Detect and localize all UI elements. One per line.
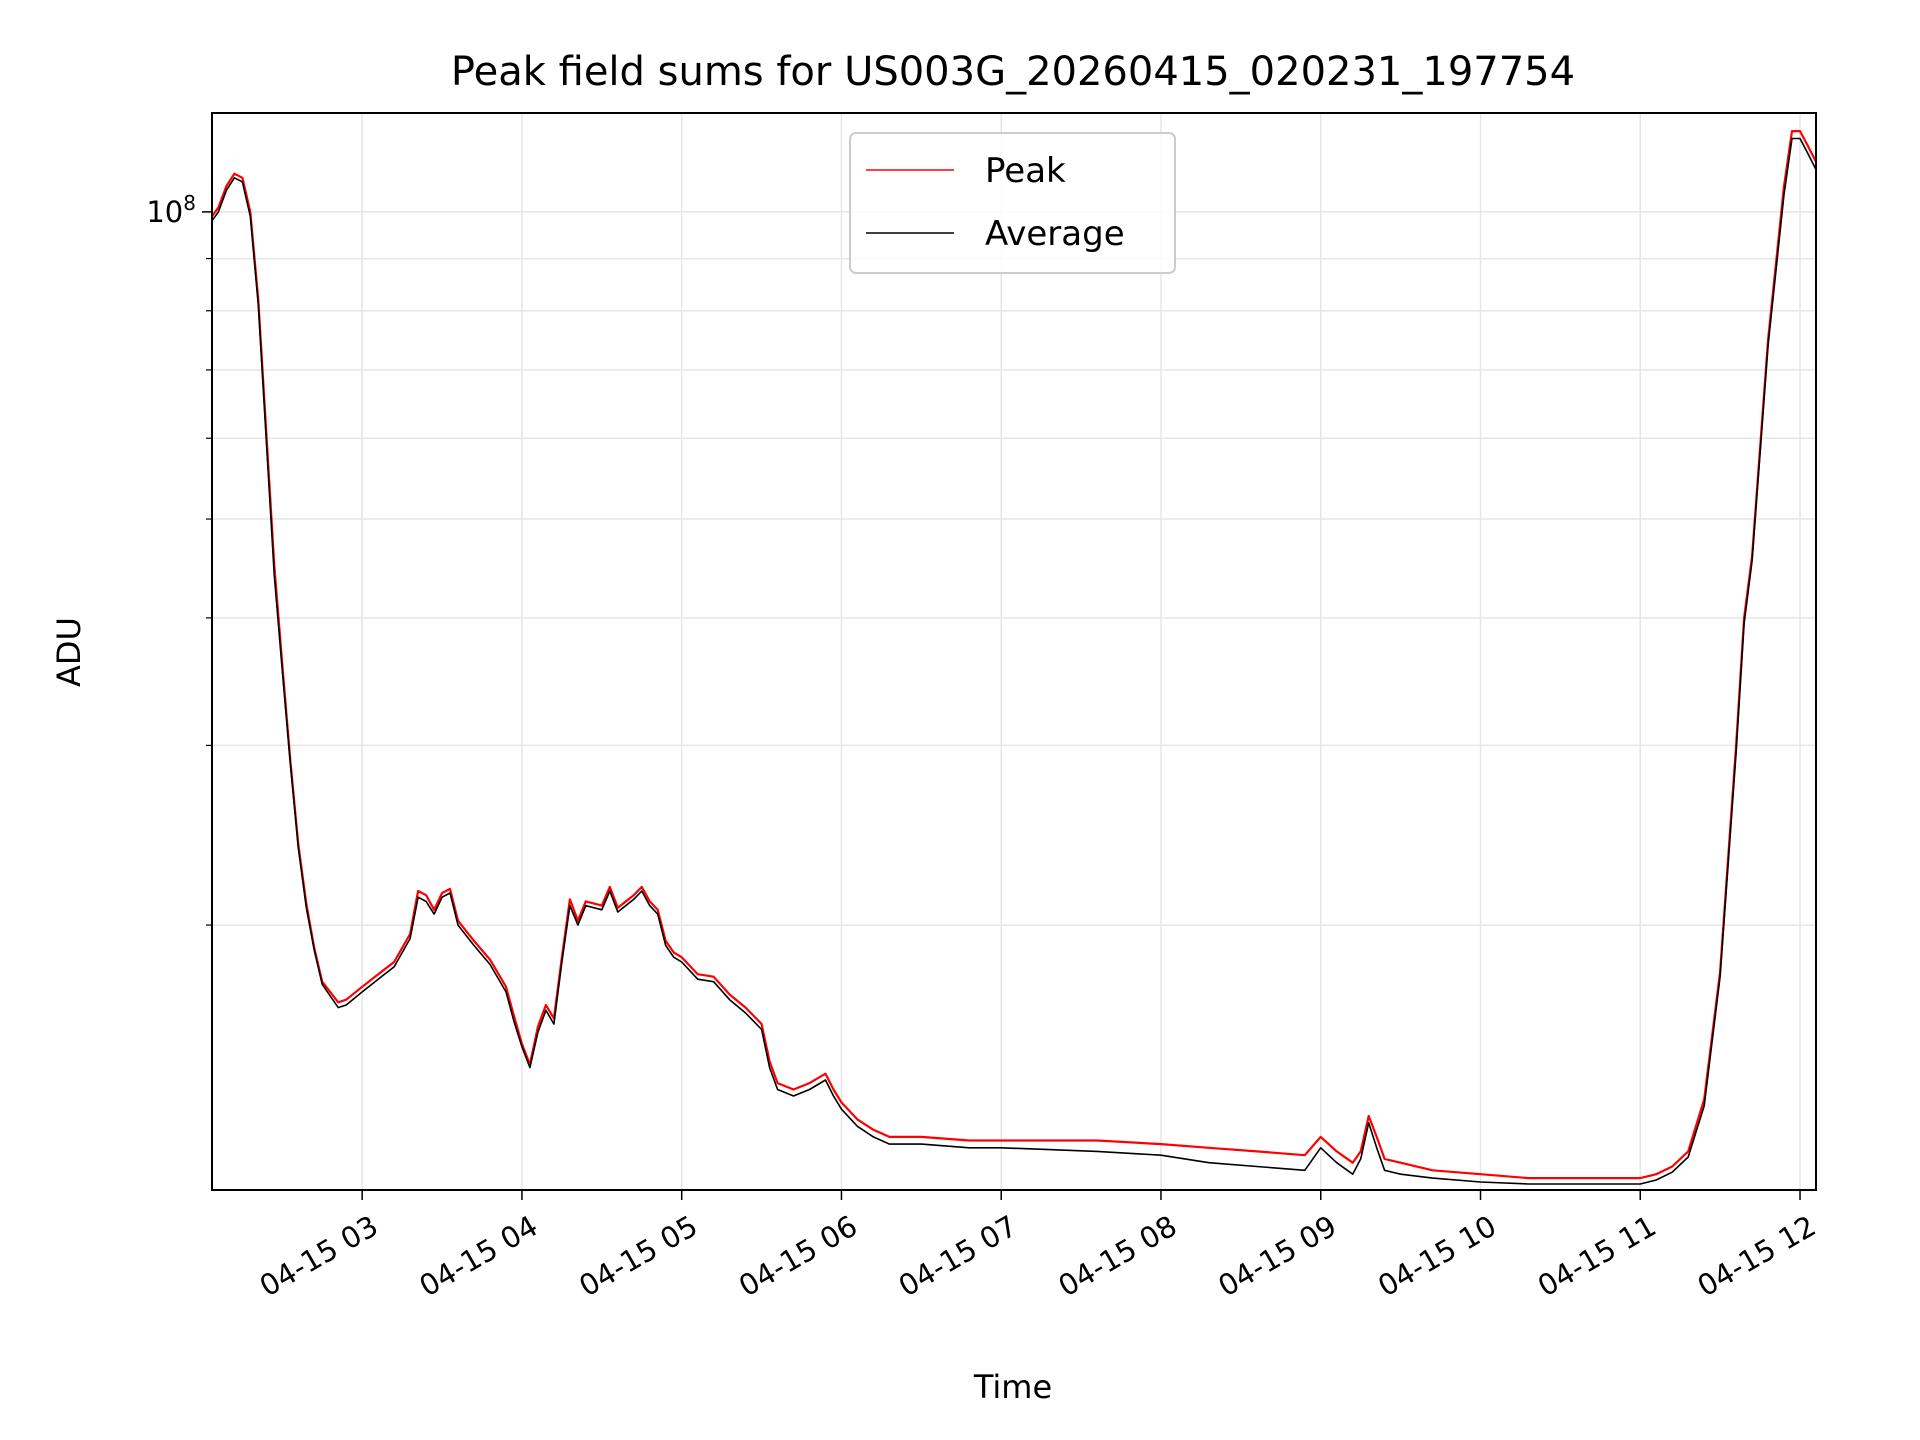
x-axis-label: Time xyxy=(973,1368,1052,1406)
y-tick-label: 108 xyxy=(146,191,196,229)
grid xyxy=(212,113,1816,1190)
series-line-average xyxy=(211,137,1817,1185)
plot-frame xyxy=(211,112,1817,1191)
series-line-peak xyxy=(211,130,1817,1180)
legend-label-peak: Peak xyxy=(985,151,1066,191)
y-axis-label: ADU xyxy=(50,617,88,687)
series-layer xyxy=(211,130,1817,1185)
legend-box xyxy=(849,132,1176,274)
chart-title: Peak field sums for US003G_20260415_0202… xyxy=(451,49,1575,95)
legend-label-average: Average xyxy=(985,214,1125,254)
y-axis: 108 xyxy=(146,191,212,926)
legend: Peak Average xyxy=(849,132,1176,274)
